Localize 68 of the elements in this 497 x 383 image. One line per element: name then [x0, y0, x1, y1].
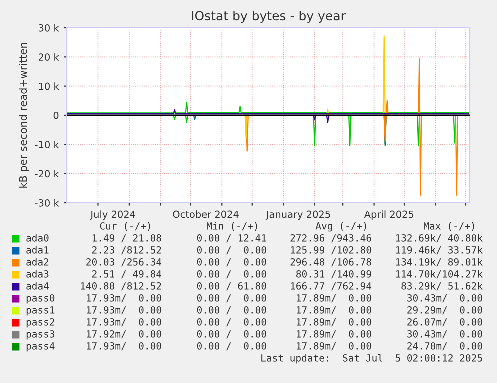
text: 17.89m/ 0.00 — [297, 342, 372, 351]
text: 20.03 /256.34 — [86, 258, 162, 267]
text: 17.89m/ 0.00 — [297, 294, 372, 303]
text: 0.00 / 0.00 — [197, 270, 266, 279]
text: 29.29m/ 0.00 — [408, 306, 482, 315]
x-tick-label: October 2024 — [173, 210, 239, 218]
text: 125.99 /102.80 — [291, 246, 372, 255]
text: 17.93m/ 0.00 — [87, 342, 162, 351]
text: 83.29k/ 51.62k — [402, 282, 483, 291]
y-tick-label: -30 k — [35, 199, 60, 207]
text: 17.93m/ 0.00 — [87, 306, 162, 315]
legend-label: pass4 — [26, 342, 55, 352]
text: 0.00 / 0.00 — [197, 258, 266, 267]
text: 140.80 /812.52 — [81, 282, 162, 291]
text: 272.96 /943.46 — [290, 234, 372, 243]
text: Cur (-/+) — [100, 222, 150, 231]
text: 134.19k/ 89.01k — [396, 258, 483, 267]
x-tick-label: April 2025 — [364, 210, 414, 220]
text: Avg (-/+) — [316, 222, 366, 232]
text: 24.70m/ 0.00 — [408, 342, 482, 351]
text: 30.43m/ 0.00 — [408, 294, 482, 303]
y-axis-title: kB per second read+written — [19, 43, 30, 188]
y-tick-label: -10 k — [35, 140, 60, 148]
text: 17.93m/ 0.00 — [87, 294, 162, 303]
text: 0.00 / 0.00 — [197, 306, 266, 315]
legend-label: pass0 — [26, 294, 55, 304]
legend-label: ada3 — [26, 270, 49, 278]
x-tick-label: July 2024 — [90, 210, 136, 220]
text: 0.00 / 0.00 — [197, 342, 266, 351]
text: 0.00 / 61.80 — [197, 282, 266, 291]
legend-label: ada1 — [26, 246, 49, 254]
text: 17.89m/ 0.00 — [297, 306, 372, 315]
text: Min (-/+) — [207, 222, 258, 231]
legend-label: ada4 — [26, 282, 49, 290]
chart-title: IOstat by bytes - by year — [192, 10, 346, 24]
legend-label: pass2 — [26, 318, 54, 328]
text: 114.70k/104.27k — [396, 270, 483, 279]
text: 80.31 /140.99 — [296, 270, 372, 279]
y-tick-label: 30 k — [39, 24, 60, 32]
y-tick-label: 0 — [54, 112, 59, 120]
text: 17.92m/ 0.00 — [87, 330, 162, 339]
text: 17.89m/ 0.00 — [297, 318, 372, 327]
text: 0.00 / 12.41 — [197, 234, 266, 243]
text: 17.89m/ 0.00 — [297, 330, 372, 339]
text: 0.00 / 0.00 — [197, 318, 266, 327]
text: 2.23 /812.52 — [92, 246, 162, 255]
text: 30.43m/ 0.00 — [408, 330, 482, 339]
text: 0.00 / 0.00 — [197, 330, 266, 339]
legend-label: ada0 — [26, 234, 49, 242]
text: 119.46k/ 33.57k — [396, 246, 483, 255]
legend-label: pass3 — [26, 330, 55, 340]
text: 17.93m/ 0.00 — [87, 318, 162, 327]
text: Last update: Sat Jul 5 02:00:12 2025 — [262, 354, 482, 364]
x-tick-label: January 2025 — [266, 210, 330, 220]
text: 26.07m/ 0.00 — [408, 318, 482, 327]
text: 0.00 / 0.00 — [197, 294, 266, 303]
text: 1.49 / 21.08 — [92, 234, 162, 243]
text: 2.51 / 49.84 — [92, 270, 162, 279]
text: 132.69k/ 40.80k — [396, 234, 483, 243]
y-tick-label: -20 k — [35, 170, 60, 178]
text: Max (-/+) — [424, 222, 474, 231]
text: 296.48 /106.78 — [290, 258, 372, 267]
y-tick-label: 10 k — [39, 82, 60, 90]
text: 0.00 / 0.00 — [197, 246, 266, 255]
y-tick-label: 20 k — [38, 53, 60, 61]
text: 166.77 /762.94 — [291, 282, 372, 291]
legend-label: ada2 — [26, 258, 49, 266]
legend-label: pass1 — [26, 306, 55, 316]
